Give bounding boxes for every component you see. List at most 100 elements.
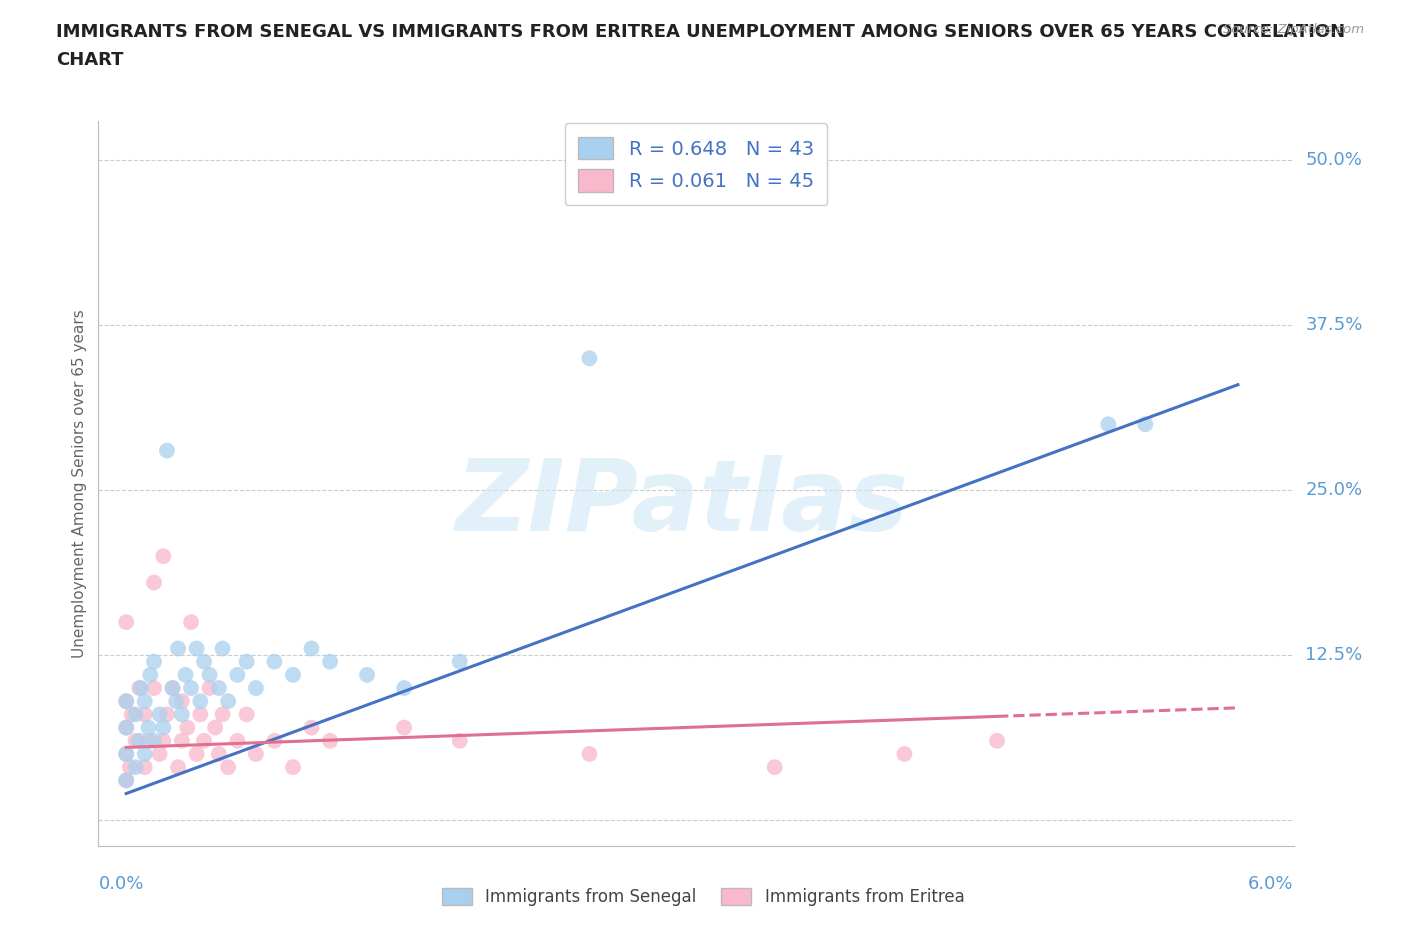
Point: [124, 760, 146, 775]
Point: [134, 760, 156, 775]
Point: [170, 694, 193, 709]
Point: [115, 773, 138, 788]
Point: [148, 707, 170, 722]
Point: [167, 641, 190, 656]
Point: [186, 747, 208, 762]
Point: [170, 707, 193, 722]
Point: [134, 747, 156, 762]
Text: 6.0%: 6.0%: [1249, 875, 1294, 894]
Legend: Immigrants from Senegal, Immigrants from Eritrea: Immigrants from Senegal, Immigrants from…: [434, 881, 972, 912]
Point: [281, 760, 304, 775]
Point: [193, 734, 215, 749]
Point: [115, 694, 138, 709]
Point: [118, 760, 141, 775]
Point: [138, 720, 160, 735]
Point: [188, 707, 211, 722]
Point: [165, 694, 187, 709]
Text: IMMIGRANTS FROM SENEGAL VS IMMIGRANTS FROM ERITREA UNEMPLOYMENT AMONG SENIORS OV: IMMIGRANTS FROM SENEGAL VS IMMIGRANTS FR…: [56, 23, 1346, 41]
Point: [167, 760, 190, 775]
Point: [115, 747, 138, 762]
Point: [193, 654, 215, 669]
Point: [319, 654, 342, 669]
Point: [211, 641, 233, 656]
Point: [226, 668, 249, 683]
Point: [263, 654, 285, 669]
Point: [115, 720, 138, 735]
Text: ZIPatlas: ZIPatlas: [456, 455, 908, 551]
Point: [245, 681, 267, 696]
Point: [198, 668, 221, 683]
Point: [124, 734, 146, 749]
Point: [115, 615, 138, 630]
Point: [138, 734, 160, 749]
Point: [1097, 417, 1119, 432]
Point: [198, 681, 221, 696]
Point: [226, 734, 249, 749]
Point: [156, 707, 179, 722]
Point: [134, 694, 156, 709]
Point: [124, 707, 146, 722]
Point: [129, 681, 152, 696]
Point: [115, 773, 138, 788]
Point: [188, 694, 211, 709]
Point: [148, 747, 170, 762]
Point: [152, 734, 174, 749]
Point: [245, 747, 267, 762]
Text: Source: ZipAtlas.com: Source: ZipAtlas.com: [1223, 23, 1364, 36]
Point: [986, 734, 1008, 749]
Point: [180, 615, 202, 630]
Point: [356, 668, 378, 683]
Point: [211, 707, 233, 722]
Point: [152, 720, 174, 735]
Point: [115, 747, 138, 762]
Point: [301, 720, 323, 735]
Point: [186, 641, 208, 656]
Point: [156, 444, 179, 458]
Point: [143, 575, 166, 590]
Point: [449, 734, 471, 749]
Point: [170, 734, 193, 749]
Point: [392, 720, 415, 735]
Point: [893, 747, 915, 762]
Text: 50.0%: 50.0%: [1306, 152, 1362, 169]
Point: [143, 654, 166, 669]
Point: [128, 681, 150, 696]
Point: [152, 549, 174, 564]
Text: 12.5%: 12.5%: [1306, 646, 1362, 664]
Point: [134, 707, 156, 722]
Point: [578, 351, 600, 365]
Point: [217, 760, 239, 775]
Y-axis label: Unemployment Among Seniors over 65 years: Unemployment Among Seniors over 65 years: [72, 309, 87, 658]
Point: [115, 720, 138, 735]
Text: 25.0%: 25.0%: [1306, 481, 1362, 499]
Point: [143, 734, 166, 749]
Point: [176, 720, 198, 735]
Text: 0.0%: 0.0%: [98, 875, 143, 894]
Point: [217, 694, 239, 709]
Point: [392, 681, 415, 696]
Point: [204, 720, 226, 735]
Point: [1135, 417, 1157, 432]
Point: [128, 734, 150, 749]
Point: [174, 668, 197, 683]
Point: [208, 747, 231, 762]
Point: [449, 654, 471, 669]
Text: CHART: CHART: [56, 51, 124, 69]
Point: [121, 707, 143, 722]
Point: [578, 747, 600, 762]
Point: [301, 641, 323, 656]
Point: [235, 654, 257, 669]
Point: [162, 681, 184, 696]
Point: [208, 681, 231, 696]
Point: [319, 734, 342, 749]
Text: 37.5%: 37.5%: [1306, 316, 1362, 334]
Point: [263, 734, 285, 749]
Point: [139, 668, 162, 683]
Point: [180, 681, 202, 696]
Point: [235, 707, 257, 722]
Point: [162, 681, 184, 696]
Legend: R = 0.648   N = 43, R = 0.061   N = 45: R = 0.648 N = 43, R = 0.061 N = 45: [565, 124, 827, 206]
Point: [143, 681, 166, 696]
Point: [763, 760, 786, 775]
Point: [281, 668, 304, 683]
